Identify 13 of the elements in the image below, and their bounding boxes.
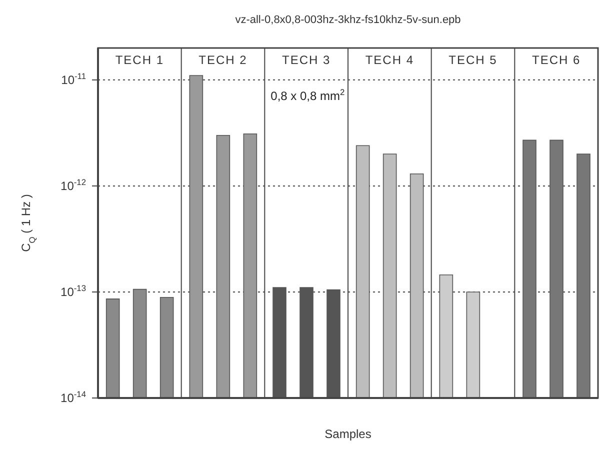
y-tick-label: 10$^{-11}$ (61, 70, 86, 87)
x-tick-label: TECH 3 (282, 53, 331, 67)
x-tick-label: TECH 4 (365, 53, 414, 67)
x-tick-label: TECH 6 (532, 53, 581, 67)
annotation: 0,8 x 0,8 mm$^{2}$ (270, 87, 346, 103)
x-tick-label: TECH 2 (198, 53, 248, 67)
chart-title: vz-all-0,8x0,8-003hz-3khz-fs10khz-5v-sun.epb (234, 14, 462, 26)
x-tick-label: TECH 5 (448, 53, 498, 67)
x-axis-title: Samples (324, 427, 372, 441)
y-tick-label: 10$^{-12}$ (60, 176, 86, 193)
y-tick-label: 10$^{-13}$ (60, 282, 86, 299)
x-tick-label: TECH 1 (115, 53, 164, 67)
y-tick-label: 10$^{-14}$ (60, 389, 86, 405)
